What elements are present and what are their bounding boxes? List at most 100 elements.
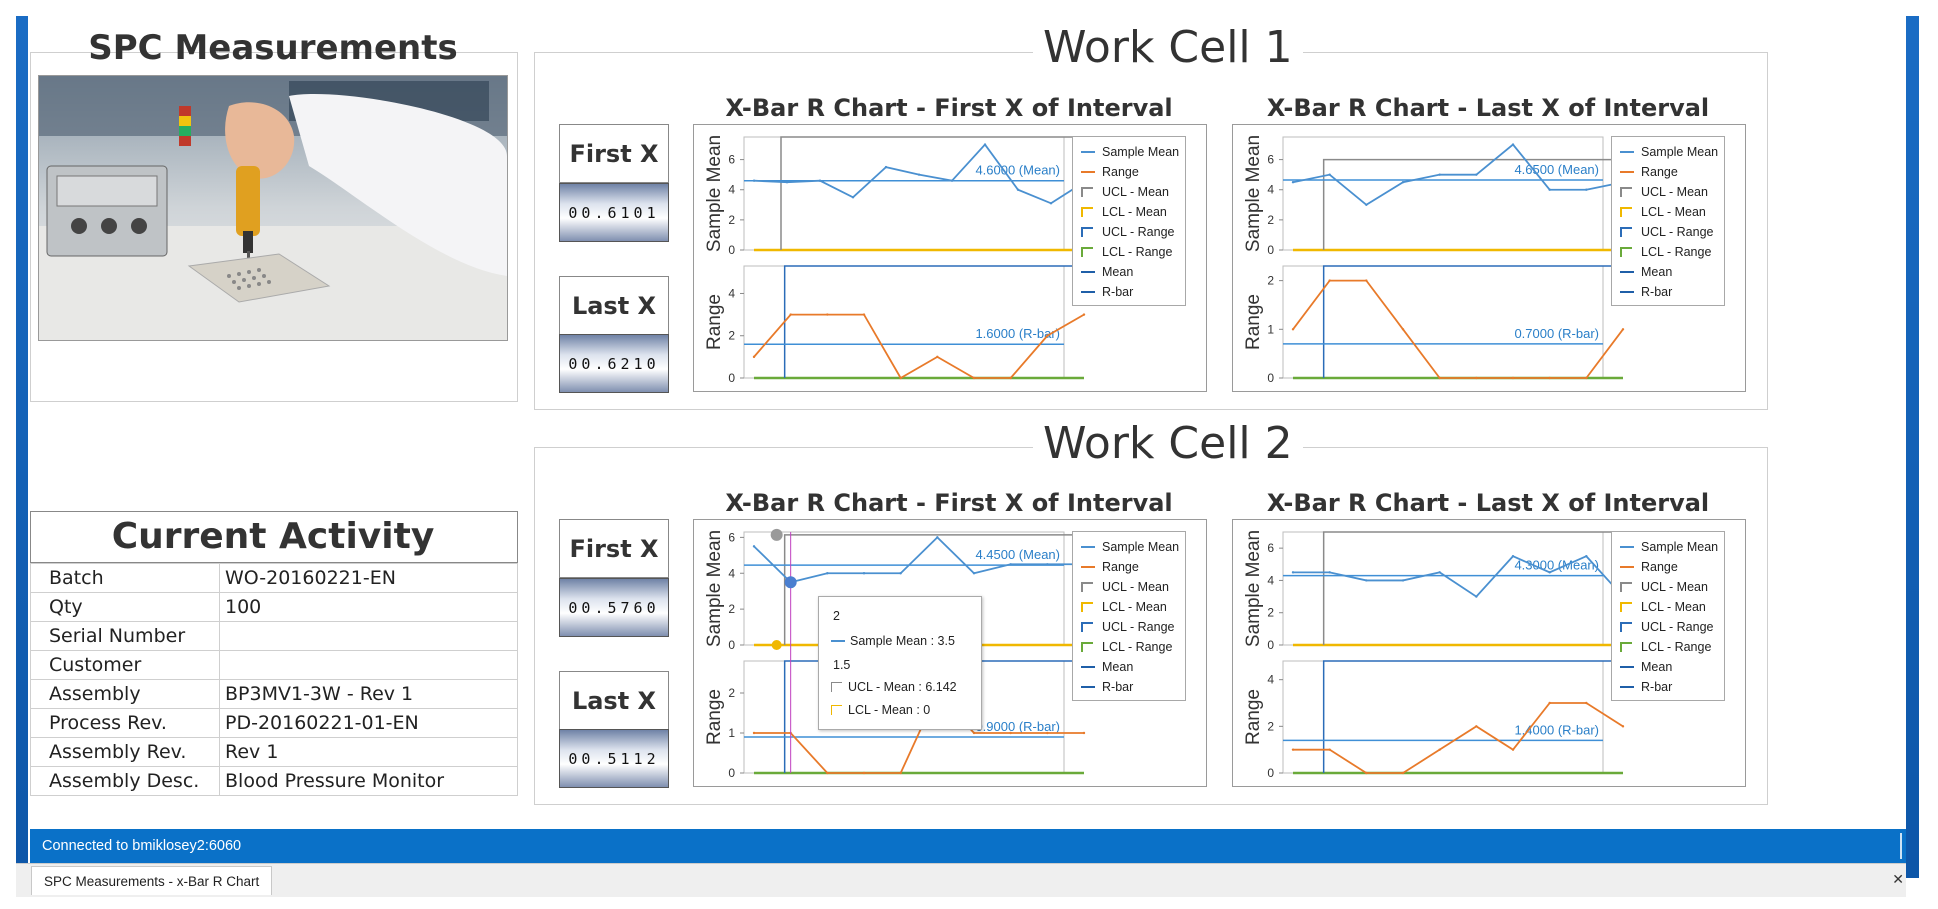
data-point: [1548, 701, 1551, 705]
legend-item: LCL - Range: [1620, 638, 1711, 656]
chart-title: X-Bar R Chart - Last X of Interval: [1266, 94, 1710, 122]
legend-swatch: [1081, 187, 1093, 197]
legend-item: UCL - Mean: [1081, 183, 1169, 201]
y-axis-label: Sample Mean: [704, 135, 725, 252]
activity-value: BP3MV1-3W - Rev 1: [219, 679, 518, 709]
activity-label: Serial Number: [30, 621, 220, 651]
y-axis-label: Sample Mean: [1243, 530, 1264, 647]
data-point: [1401, 771, 1405, 775]
plot-area: [743, 265, 1065, 379]
legend-item: Range: [1620, 163, 1678, 181]
data-point: [752, 179, 756, 182]
legend-swatch: [1081, 271, 1095, 273]
data-point: [1016, 188, 1020, 191]
data-point: [884, 165, 888, 169]
tick-label: 0: [728, 243, 735, 257]
data-point: [972, 376, 976, 380]
first-x-value: 00.5760: [559, 578, 669, 637]
mean-ucl-line: [1322, 531, 1623, 645]
legend-label: Mean: [1641, 660, 1673, 674]
xbar-r-chart-cell1-first[interactable]: Sample Mean 0 2 4 6 4.6000 (Mean) Range 0 2 4 1.60…: [693, 124, 1207, 392]
window-left-border: [16, 16, 28, 896]
tick-label: 2: [728, 213, 735, 227]
legend-item: UCL - Range: [1620, 618, 1714, 636]
xbar-r-chart-cell2-last[interactable]: Sample Mean 0 2 4 6 4.3000 (Mean) Range 0 2 4 1.40…: [1232, 519, 1746, 787]
data-point: [752, 731, 756, 735]
tick-label: 2: [728, 686, 735, 700]
legend-swatch: [1620, 546, 1634, 548]
range-series-line: [753, 313, 1085, 380]
legend-swatch: [1081, 642, 1093, 652]
data-point: [1511, 376, 1515, 380]
legend-item: Mean: [1620, 658, 1672, 676]
legend-label: Sample Mean: [1641, 145, 1719, 159]
lcl-mean-swatch: [831, 705, 842, 715]
tick-label: 4: [728, 183, 735, 197]
legend-label: LCL - Mean: [1102, 600, 1167, 614]
chart-title: X-Bar R Chart - First X of Interval: [725, 489, 1173, 517]
xbar-r-chart-cell1-last[interactable]: Sample Mean 0 2 4 6 4.6500 (Mean) Range 0 1 2 0.70…: [1232, 124, 1746, 392]
tooltip-title: 2: [833, 609, 840, 623]
activity-label: Qty: [30, 592, 220, 622]
data-point: [1328, 748, 1331, 751]
data-point: [1621, 725, 1625, 728]
legend-label: LCL - Mean: [1641, 600, 1706, 614]
legend-label: LCL - Mean: [1641, 205, 1706, 219]
data-point: [899, 376, 902, 380]
activity-label: Customer: [30, 650, 220, 680]
mean-pane: Sample Mean 0 2 4 6 4.4500 (Mean): [704, 530, 1086, 652]
tick-label: 4: [728, 286, 735, 300]
chart-title: X-Bar R Chart - Last X of Interval: [1266, 489, 1710, 517]
data-point: [1511, 555, 1515, 558]
legend-item: UCL - Mean: [1620, 183, 1708, 201]
data-point: [1365, 203, 1368, 206]
data-point: [1438, 571, 1441, 574]
legend-label: UCL - Range: [1641, 620, 1714, 634]
activity-row: Assembly BP3MV1-3W - Rev 1: [30, 679, 518, 709]
legend-label: Mean: [1102, 660, 1134, 674]
legend-label: Sample Mean: [1102, 145, 1180, 159]
legend-item: Sample Mean: [1081, 143, 1179, 161]
legend-label: Sample Mean: [1641, 540, 1719, 554]
data-point: [1328, 571, 1331, 574]
close-tab-icon[interactable]: ✕: [1892, 871, 1904, 887]
legend-swatch: [1620, 602, 1632, 612]
legend-item: Range: [1620, 558, 1678, 576]
legend-label: LCL - Mean: [1102, 205, 1167, 219]
tick-label: 0: [1267, 243, 1274, 257]
data-point: [1438, 173, 1441, 176]
legend-label: UCL - Range: [1102, 225, 1175, 239]
range-center-label: 0.9000 (R-bar): [975, 719, 1060, 734]
legend-label: UCL - Mean: [1641, 185, 1708, 199]
activity-value: 100: [219, 592, 518, 622]
tooltip-text: LCL - Mean : 0: [848, 703, 931, 717]
xbar-r-chart-cell2-first[interactable]: Sample Mean 0 2 4 6 4.4500 (Mean) Range 0 1 2 0.90…: [693, 519, 1207, 787]
tick-label: 6: [1267, 541, 1274, 555]
tick-label: 0: [728, 638, 735, 652]
legend-item: UCL - Range: [1081, 618, 1175, 636]
tooltip-row-value: 1.5: [833, 658, 851, 672]
tab-spc-measurements[interactable]: SPC Measurements - x-Bar R Chart: [31, 866, 273, 895]
tick-label: 6: [728, 153, 735, 167]
range-center-label: 1.6000 (R-bar): [975, 326, 1060, 341]
range-pane: Range 0 2 4 1.4000 (R-bar): [1243, 660, 1625, 780]
mean-series-line: [753, 536, 1084, 584]
legend-swatch: [1081, 622, 1093, 632]
legend-swatch: [1620, 666, 1634, 668]
last-x-value: 00.6210: [559, 334, 669, 393]
legend-label: Mean: [1641, 265, 1673, 279]
data-point: [1291, 181, 1295, 184]
legend-item: UCL - Range: [1081, 223, 1175, 241]
range-ucl-line: [783, 265, 1084, 378]
data-point: [1291, 748, 1295, 751]
legend-swatch: [1620, 582, 1632, 592]
data-point: [1046, 731, 1049, 735]
mean-pane: Sample Mean 0 2 4 6 4.6500 (Mean): [1243, 135, 1625, 257]
range-series-line: [1292, 279, 1624, 379]
y-axis-label: Range: [704, 294, 725, 350]
legend-swatch: [1081, 666, 1095, 668]
legend-item: Mean: [1081, 658, 1133, 676]
plot-area: [1282, 265, 1604, 379]
mean-pane: Sample Mean 0 2 4 6 4.3000 (Mean): [1243, 530, 1625, 652]
legend-item: LCL - Mean: [1620, 203, 1706, 221]
